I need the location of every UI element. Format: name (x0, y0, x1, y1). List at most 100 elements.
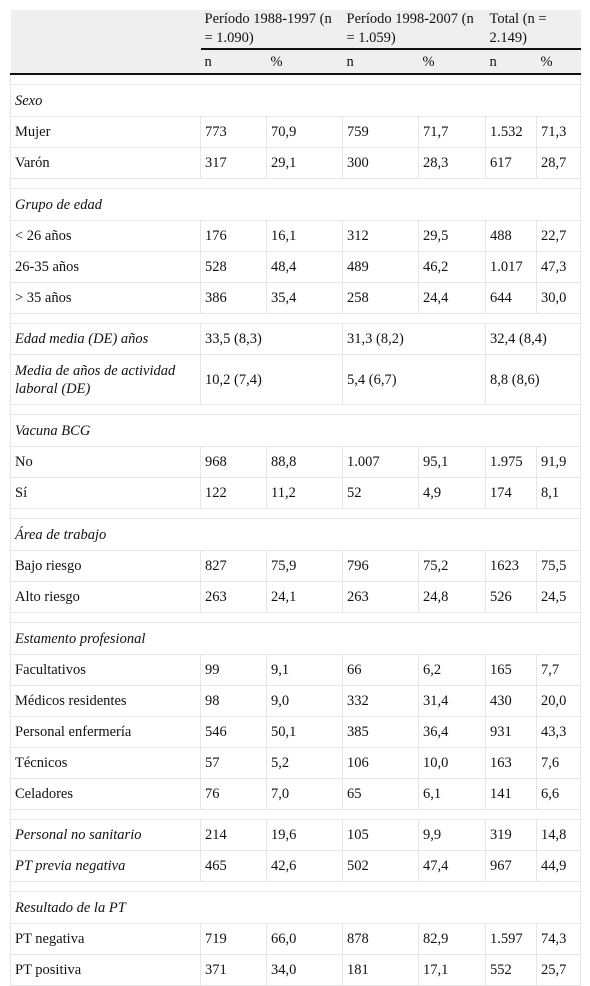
percent-cell: 8,1 (536, 477, 581, 509)
percent-cell: 50,1 (266, 716, 343, 748)
section-title: Vacuna BCG (10, 414, 581, 447)
count-cell: 65 (342, 778, 419, 810)
percent-cell: 88,8 (266, 446, 343, 478)
count-cell: 967 (485, 850, 537, 882)
count-cell: 176 (200, 220, 267, 252)
percent-cell: 47,4 (418, 850, 486, 882)
count-cell: 52 (342, 477, 419, 509)
section-header-row: Resultado de la PT (10, 891, 581, 924)
table-row: Médicos residentes 98 9,0 332 31,4 430 20,0 (10, 685, 581, 717)
count-cell: 502 (342, 850, 419, 882)
spacer-row (10, 612, 581, 623)
percent-cell: 9,0 (266, 685, 343, 717)
row-label: Mujer (10, 116, 201, 148)
percent-cell: 29,1 (266, 147, 343, 179)
count-cell: 546 (200, 716, 267, 748)
count-cell: 76 (200, 778, 267, 810)
count-cell: 99 (200, 654, 267, 686)
count-cell: 1.017 (485, 251, 537, 283)
percent-cell: 70,9 (266, 116, 343, 148)
count-cell: 214 (200, 819, 267, 851)
section-title: Estamento profesional (10, 622, 581, 655)
percent-cell: 36,4 (418, 716, 486, 748)
count-cell: 1.975 (485, 446, 537, 478)
percent-cell: 44,9 (536, 850, 581, 882)
row-label: Personal no sanitario (10, 819, 201, 851)
section-header-row: Grupo de edad (10, 188, 581, 221)
count-cell: 465 (200, 850, 267, 882)
count-cell: 1623 (485, 550, 537, 582)
section-title: Grupo de edad (10, 188, 581, 221)
percent-cell: 24,8 (418, 581, 486, 613)
row-label: Varón (10, 147, 201, 179)
spacer-cell (10, 612, 581, 623)
row-label: Celadores (10, 778, 201, 810)
row-label: Bajo riesgo (10, 550, 201, 582)
percent-cell: 28,3 (418, 147, 486, 179)
percent-cell: 91,9 (536, 446, 581, 478)
percent-cell: 35,4 (266, 282, 343, 314)
table-header: Período 1988-1997 (n = 1.090) Período 19… (10, 10, 581, 75)
header-empty-cell (10, 10, 201, 49)
percent-cell: 7,0 (266, 778, 343, 810)
percent-cell: 75,9 (266, 550, 343, 582)
count-cell: 105 (342, 819, 419, 851)
row-label: Técnicos (10, 747, 201, 779)
percent-cell: 10,0 (418, 747, 486, 779)
percent-cell: 7,6 (536, 747, 581, 779)
table-row: Personal enfermería 546 50,1 385 36,4 931 43,3 (10, 716, 581, 748)
spacer-cell (10, 74, 581, 85)
count-cell: 759 (342, 116, 419, 148)
header-n: n (342, 49, 419, 75)
percent-cell: 25,7 (536, 954, 581, 986)
percent-cell: 66,0 (266, 923, 343, 955)
percent-cell: 71,7 (418, 116, 486, 148)
percent-cell: 71,3 (536, 116, 581, 148)
percent-cell: 42,6 (266, 850, 343, 882)
count-cell: 1.597 (485, 923, 537, 955)
percent-cell: 4,9 (418, 477, 486, 509)
table-row: No 968 88,8 1.007 95,1 1.975 91,9 (10, 446, 581, 478)
table-body: Sexo Mujer 773 70,9 759 71,7 1.532 71,3 Varón 317… (10, 74, 581, 986)
table-row: Mujer 773 70,9 759 71,7 1.532 71,3 (10, 116, 581, 148)
table-row: PT negativa 719 66,0 878 82,9 1.597 74,3 (10, 923, 581, 955)
table-row: PT positiva 371 34,0 181 17,1 552 25,7 (10, 954, 581, 986)
count-cell: 106 (342, 747, 419, 779)
percent-cell: 31,4 (418, 685, 486, 717)
spacer-row (10, 508, 581, 519)
row-label: Personal enfermería (10, 716, 201, 748)
percent-cell: 95,1 (418, 446, 486, 478)
percent-cell: 24,1 (266, 581, 343, 613)
percent-cell: 24,5 (536, 581, 581, 613)
percent-cell: 22,7 (536, 220, 581, 252)
count-cell: 66 (342, 654, 419, 686)
count-cell: 98 (200, 685, 267, 717)
row-label: PT negativa (10, 923, 201, 955)
count-cell: 644 (485, 282, 537, 314)
count-cell: 141 (485, 778, 537, 810)
table-row: Edad media (DE) años 33,5 (8,3) 31,3 (8,2)… (10, 323, 581, 355)
count-cell: 430 (485, 685, 537, 717)
count-cell: 258 (342, 282, 419, 314)
header-pct: % (536, 49, 581, 75)
merged-value-cell: 10,2 (7,4) (200, 354, 343, 405)
count-cell: 385 (342, 716, 419, 748)
count-cell: 122 (200, 477, 267, 509)
percent-cell: 82,9 (418, 923, 486, 955)
table-row: Media de años de actividad laboral (DE) 1… (10, 354, 581, 405)
spacer-cell (10, 881, 581, 892)
header-pct: % (266, 49, 343, 75)
row-label: Edad media (DE) años (10, 323, 201, 355)
percent-cell: 9,1 (266, 654, 343, 686)
count-cell: 317 (200, 147, 267, 179)
spacer-cell (10, 809, 581, 820)
count-cell: 1.007 (342, 446, 419, 478)
percent-cell: 29,5 (418, 220, 486, 252)
count-cell: 488 (485, 220, 537, 252)
count-cell: 719 (200, 923, 267, 955)
row-label: Alto riesgo (10, 581, 201, 613)
count-cell: 165 (485, 654, 537, 686)
table-row: Sí 122 11,2 52 4,9 174 8,1 (10, 477, 581, 509)
row-label: Media de años de actividad laboral (DE) (10, 354, 201, 405)
percent-cell: 17,1 (418, 954, 486, 986)
